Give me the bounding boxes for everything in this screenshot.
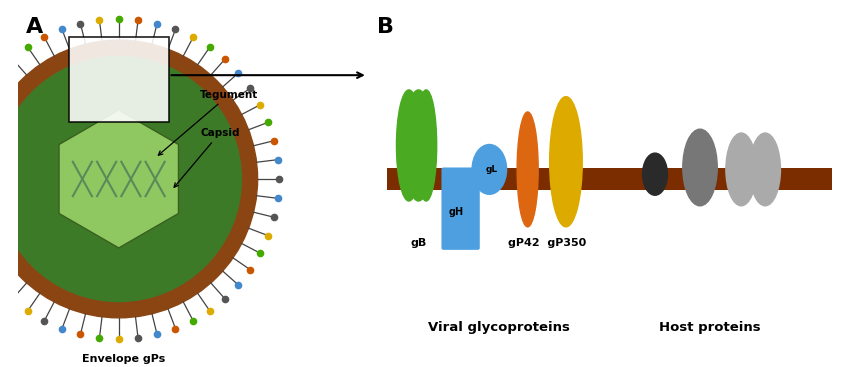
Ellipse shape: [726, 133, 757, 206]
Text: Capsid: Capsid: [174, 128, 240, 187]
Text: gL: gL: [485, 165, 497, 174]
FancyBboxPatch shape: [387, 168, 832, 189]
Text: gP42  gP350: gP42 gP350: [508, 238, 586, 248]
Ellipse shape: [683, 129, 717, 206]
Ellipse shape: [416, 90, 436, 201]
Text: Host proteins: Host proteins: [659, 321, 761, 334]
Ellipse shape: [643, 153, 667, 195]
FancyBboxPatch shape: [69, 37, 168, 121]
Text: Envelope gPs: Envelope gPs: [82, 354, 165, 364]
FancyBboxPatch shape: [442, 167, 480, 250]
Text: gH: gH: [448, 207, 463, 218]
Ellipse shape: [550, 97, 582, 227]
Circle shape: [0, 40, 258, 318]
Text: A: A: [26, 17, 43, 37]
Text: gB: gB: [411, 238, 427, 248]
Ellipse shape: [404, 90, 433, 201]
Polygon shape: [59, 110, 179, 248]
Ellipse shape: [517, 112, 539, 227]
Ellipse shape: [397, 90, 422, 201]
Circle shape: [0, 57, 241, 302]
Text: Tegument: Tegument: [158, 90, 259, 155]
Ellipse shape: [472, 145, 507, 194]
Text: Viral glycoproteins: Viral glycoproteins: [429, 321, 570, 334]
Ellipse shape: [750, 133, 781, 206]
Ellipse shape: [409, 158, 428, 196]
Text: B: B: [377, 17, 394, 37]
